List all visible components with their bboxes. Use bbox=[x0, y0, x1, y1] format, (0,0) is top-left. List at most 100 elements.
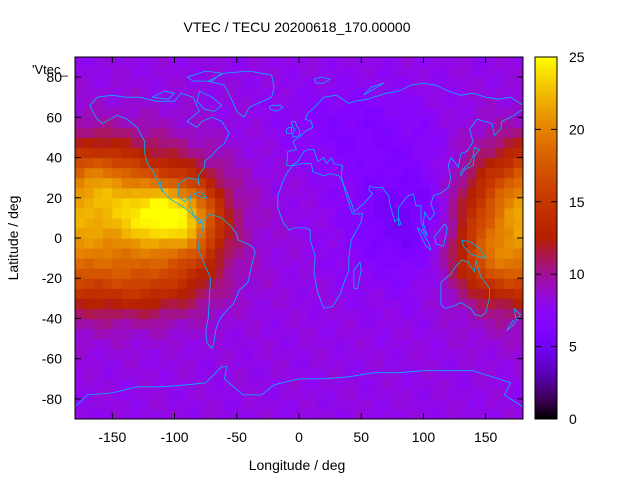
heatmap-cell bbox=[131, 177, 141, 189]
heatmap-cell bbox=[392, 137, 403, 149]
heatmap-cell bbox=[457, 408, 468, 419]
coastline-australia bbox=[440, 259, 490, 317]
heatmap-cell bbox=[140, 368, 151, 380]
heatmap-cell bbox=[439, 268, 449, 279]
heatmap-cell bbox=[495, 398, 505, 410]
y-tick-label: 80 bbox=[46, 69, 62, 85]
heatmap-cell bbox=[84, 298, 95, 309]
heatmap-cell bbox=[261, 227, 272, 239]
heatmap-cell bbox=[159, 338, 169, 350]
coastline-british-isles bbox=[291, 121, 301, 138]
heatmap-cell bbox=[345, 398, 356, 410]
heatmap-cell bbox=[308, 328, 319, 340]
heatmap-cell bbox=[131, 368, 141, 380]
heatmap-cell bbox=[504, 408, 515, 419]
heatmap-cell bbox=[159, 207, 169, 219]
heatmap-cell bbox=[504, 57, 515, 68]
heatmap-cell bbox=[233, 127, 244, 139]
heatmap-cell bbox=[383, 77, 393, 88]
heatmap-cell bbox=[261, 197, 272, 209]
heatmap-cell bbox=[271, 147, 281, 159]
heatmap-cell bbox=[103, 408, 113, 419]
heatmap-cell bbox=[149, 388, 160, 400]
heatmap-cell bbox=[504, 147, 515, 159]
heatmap-cell bbox=[299, 328, 309, 340]
heatmap-cell bbox=[140, 207, 151, 219]
heatmap-cell bbox=[299, 217, 309, 229]
heatmap-cell bbox=[233, 157, 244, 169]
heatmap-cell bbox=[336, 378, 347, 390]
heatmap-cell bbox=[495, 97, 505, 108]
heatmap-cell bbox=[327, 328, 337, 340]
heatmap-cell bbox=[177, 298, 188, 309]
heatmap-cell bbox=[205, 328, 216, 340]
heatmap-cell bbox=[495, 358, 505, 370]
heatmap-cell bbox=[411, 177, 421, 189]
heatmap-cell bbox=[420, 177, 431, 189]
heatmap-cell bbox=[196, 157, 207, 169]
heatmap-cell bbox=[429, 408, 440, 419]
heatmap-cell bbox=[513, 318, 523, 330]
heatmap-cell bbox=[485, 87, 496, 98]
heatmap-cell bbox=[271, 207, 281, 219]
heatmap-cell bbox=[243, 127, 253, 139]
heatmap-cell bbox=[495, 157, 505, 169]
heatmap-cell bbox=[439, 368, 449, 380]
heatmap-cell bbox=[289, 97, 300, 108]
heatmap-cell bbox=[485, 408, 496, 419]
heatmap-cell bbox=[392, 67, 403, 78]
heatmap-cell bbox=[75, 127, 85, 139]
heatmap-cell bbox=[131, 268, 141, 279]
heatmap-cell bbox=[271, 328, 281, 340]
heatmap-cell bbox=[205, 388, 216, 400]
heatmap-cell bbox=[149, 57, 160, 68]
coastline-eurasia bbox=[286, 82, 523, 237]
heatmap-cell bbox=[149, 137, 160, 149]
heatmap-cell bbox=[289, 147, 300, 159]
heatmap-cell bbox=[485, 238, 496, 249]
heatmap-cell bbox=[411, 147, 421, 159]
heatmap-cell bbox=[299, 137, 309, 149]
heatmap-cell bbox=[392, 167, 403, 179]
heatmap-cell bbox=[495, 67, 505, 78]
heatmap-cell bbox=[373, 227, 384, 239]
heatmap-cell bbox=[205, 157, 216, 169]
heatmap-cell bbox=[112, 308, 123, 320]
heatmap-cell bbox=[495, 197, 505, 209]
heatmap-cell bbox=[485, 127, 496, 139]
heatmap-cell bbox=[168, 77, 179, 88]
heatmap-cell bbox=[373, 117, 384, 128]
heatmap-cell bbox=[392, 258, 403, 269]
heatmap-cell bbox=[420, 107, 431, 118]
heatmap-cell bbox=[392, 398, 403, 410]
heatmap-cell bbox=[243, 278, 253, 289]
heatmap-cell bbox=[271, 398, 281, 410]
heatmap-cell bbox=[280, 217, 291, 229]
heatmap-cell bbox=[457, 177, 468, 189]
heatmap-cell bbox=[495, 268, 505, 279]
heatmap-cell bbox=[280, 117, 291, 128]
heatmap-cell bbox=[467, 97, 477, 108]
heatmap-cell bbox=[187, 67, 197, 78]
heatmap-cell bbox=[187, 278, 197, 289]
heatmap-cell bbox=[504, 348, 515, 360]
heatmap-cell bbox=[476, 398, 487, 410]
heatmap-cell bbox=[495, 137, 505, 149]
heatmap-cell bbox=[420, 328, 431, 340]
heatmap-cell bbox=[327, 197, 337, 209]
heatmap-cell bbox=[401, 268, 412, 279]
heatmap-cell bbox=[289, 358, 300, 370]
heatmap-cell bbox=[205, 248, 216, 259]
heatmap-cell bbox=[112, 147, 123, 159]
heatmap-cell bbox=[159, 227, 169, 239]
heatmap-cell bbox=[159, 127, 169, 139]
heatmap-cell bbox=[504, 388, 515, 400]
heatmap-cell bbox=[420, 137, 431, 149]
heatmap-cell bbox=[355, 378, 365, 390]
heatmap-cell bbox=[233, 318, 244, 330]
heatmap-cell bbox=[383, 117, 393, 128]
heatmap-cell bbox=[355, 408, 365, 419]
heatmap-cell bbox=[308, 227, 319, 239]
heatmap-cell bbox=[271, 288, 281, 299]
heatmap-cell bbox=[420, 388, 431, 400]
